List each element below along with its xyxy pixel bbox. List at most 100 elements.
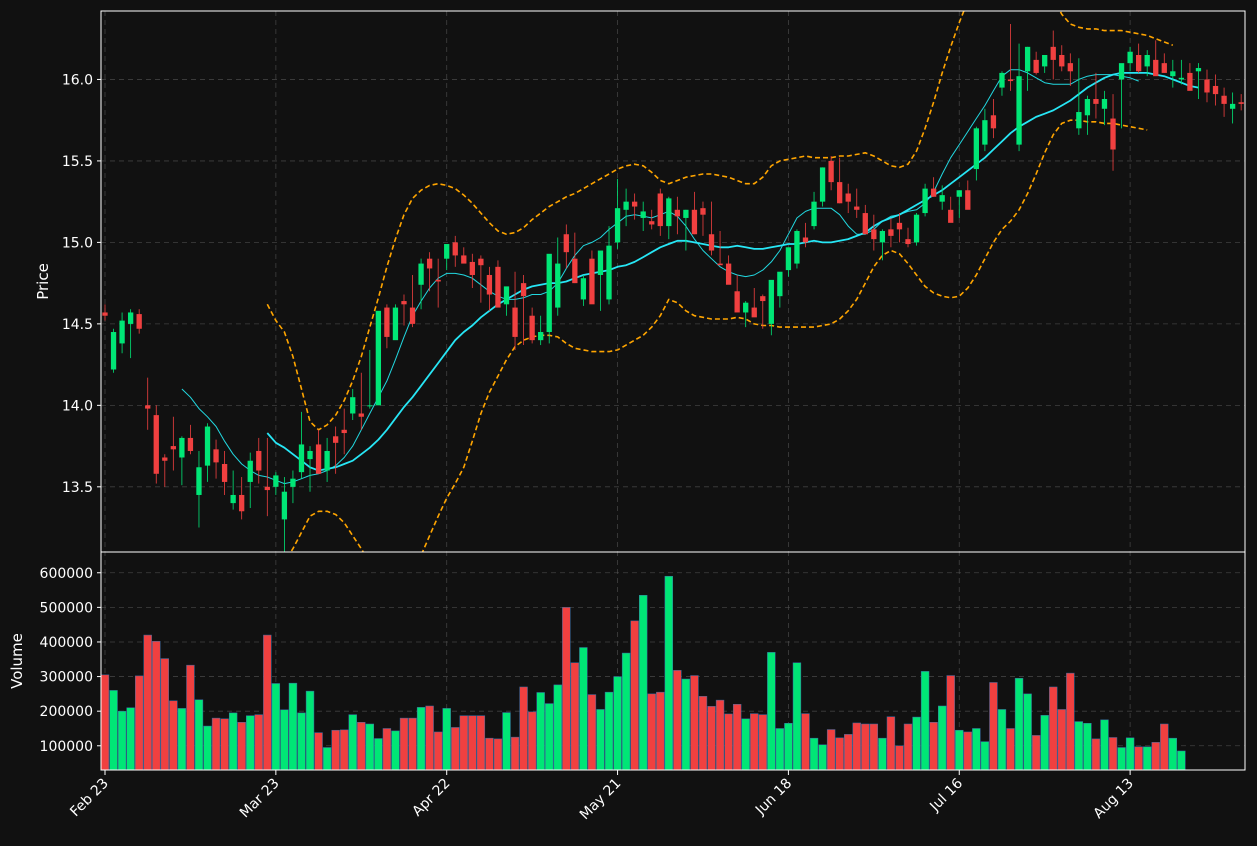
volume-bar	[903, 723, 913, 771]
volume-bar	[1160, 723, 1169, 771]
volume-bar	[664, 575, 673, 771]
candle-body	[879, 230, 886, 243]
volume-bar	[348, 714, 357, 771]
candle-body	[375, 310, 382, 406]
volume-bar	[451, 727, 460, 771]
volume-bar	[305, 690, 315, 771]
candle-body	[1084, 98, 1091, 116]
volume-bar	[673, 670, 682, 771]
volume-bar	[1143, 746, 1152, 771]
candle-body	[495, 266, 501, 308]
volume-bar	[100, 674, 110, 771]
candle-body	[1221, 95, 1227, 104]
candle-body	[819, 167, 826, 202]
candle-body	[239, 494, 245, 512]
candle-body	[529, 315, 535, 341]
volume-bar	[109, 690, 118, 771]
candle-body	[461, 255, 467, 264]
candle-body	[700, 208, 706, 215]
candle-body	[1229, 103, 1236, 109]
candle-body	[256, 450, 262, 471]
candle-body	[1238, 102, 1244, 104]
candle-body	[264, 486, 270, 491]
volume-bar	[468, 715, 477, 771]
candle-body	[948, 209, 954, 223]
candle-body	[162, 457, 168, 461]
volume-bar	[365, 723, 375, 771]
volume-bar	[621, 652, 631, 771]
candle-body	[1144, 54, 1150, 67]
price-tick-label: 15.0	[62, 235, 93, 251]
volume-bar	[997, 709, 1007, 771]
candle-body	[614, 208, 621, 243]
candle-body	[1042, 54, 1048, 67]
candle-body	[418, 263, 424, 285]
volume-bar	[878, 737, 887, 771]
volume-bar	[579, 647, 588, 771]
volume-bar	[784, 723, 793, 771]
volume-axis-label: Volume	[8, 633, 26, 689]
candle-body	[315, 444, 322, 474]
candle-body	[213, 449, 219, 463]
candle-body	[384, 307, 390, 337]
candle-body	[367, 405, 373, 407]
candle-body	[136, 314, 142, 329]
volume-bar	[1168, 737, 1178, 771]
candle-body	[580, 278, 587, 300]
candle-body	[683, 209, 689, 218]
volume-bar	[1031, 735, 1041, 771]
volume-bar	[399, 717, 409, 771]
lower-band-line	[289, 119, 1148, 552]
volume-bar	[972, 728, 981, 771]
candle-body	[563, 234, 569, 253]
candle-body	[1204, 79, 1210, 93]
candle-body	[435, 279, 441, 282]
volume-bar	[322, 747, 332, 771]
candle-body	[153, 415, 159, 474]
volume-tick-label: 100000	[40, 739, 93, 755]
volume-bar	[1066, 672, 1075, 771]
volume-bar	[886, 716, 896, 771]
candle-body	[1093, 98, 1099, 104]
volume-bar	[775, 728, 785, 771]
volume-bar	[237, 721, 246, 771]
candle-body	[170, 446, 176, 450]
candle-body	[1136, 54, 1142, 72]
volume-bar	[134, 675, 144, 771]
candle-body	[657, 193, 663, 227]
volume-bar	[647, 693, 656, 771]
candle-body	[845, 193, 851, 202]
candle-body	[1076, 112, 1082, 129]
candle-body	[990, 115, 997, 129]
candle-body	[426, 258, 433, 269]
price-tick-label: 14.5	[62, 317, 93, 333]
volume-bar	[613, 676, 622, 771]
candle-body	[281, 491, 288, 520]
candle-body	[350, 397, 356, 414]
volume-bar	[596, 709, 605, 771]
volume-bar	[570, 662, 580, 771]
candle-body	[1170, 71, 1176, 77]
volume-bar	[844, 734, 853, 771]
volume-bar	[143, 634, 152, 771]
candle-body	[273, 475, 279, 487]
candle-body	[221, 464, 228, 482]
volume-bar	[160, 658, 169, 771]
volume-bar	[1083, 723, 1092, 771]
candle-body	[204, 426, 211, 466]
volume-bar	[1108, 737, 1118, 771]
candle-body	[1195, 68, 1202, 72]
volume-bar	[724, 713, 733, 771]
volume-bar	[271, 683, 281, 771]
volume-bar	[1057, 709, 1066, 771]
volume-bar	[545, 703, 554, 771]
candle-body	[973, 128, 979, 170]
candle-body	[589, 258, 595, 305]
candle-body	[1187, 72, 1193, 91]
candle-body	[512, 307, 518, 337]
volume-bar	[690, 675, 699, 771]
volume-bar	[681, 678, 691, 771]
volume-bar	[1040, 715, 1049, 771]
